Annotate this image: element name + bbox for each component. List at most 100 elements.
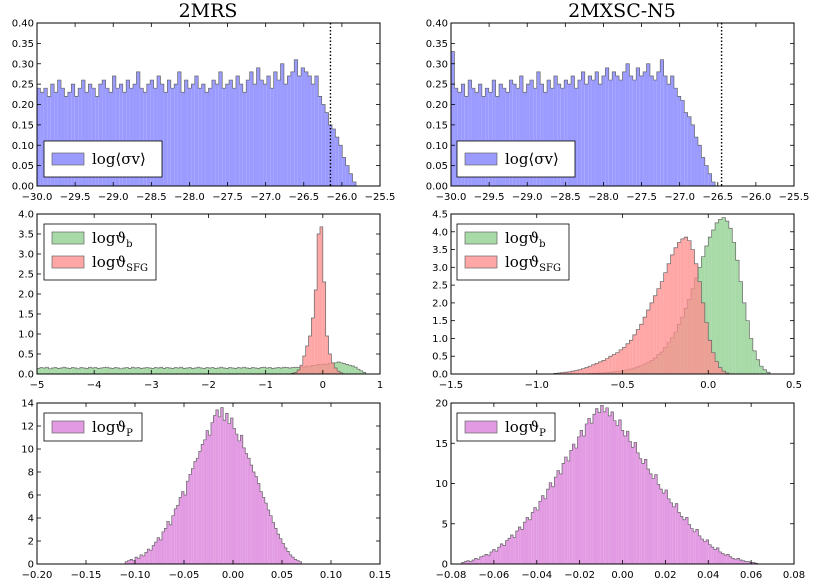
histogram-bar xyxy=(526,84,530,187)
legend-label: log⟨σv⟩ xyxy=(92,150,146,168)
y-tick-label: 0.20 xyxy=(12,100,34,111)
histogram-bar xyxy=(170,88,175,186)
histogram-bar xyxy=(345,364,349,374)
histogram-bar xyxy=(137,558,140,564)
histogram-bar xyxy=(71,84,75,187)
histogram-bar xyxy=(508,538,511,564)
histogram-bar xyxy=(191,84,195,187)
histogram-bar xyxy=(708,173,712,186)
histogram-bar xyxy=(704,246,709,374)
histogram-bar xyxy=(169,524,172,564)
histogram-bar xyxy=(348,365,352,374)
histogram-bar xyxy=(663,272,668,374)
histogram-bar xyxy=(354,367,358,374)
y-tick-label: 0.40 xyxy=(12,19,34,30)
histogram-bar xyxy=(584,367,589,374)
histogram-bar xyxy=(254,368,258,374)
histogram-bar xyxy=(588,75,592,186)
histogram-bar xyxy=(115,88,120,186)
histogram-bar xyxy=(328,354,332,374)
y-tick-label: 15 xyxy=(435,439,448,450)
histogram-bar xyxy=(625,343,630,374)
histogram-bar xyxy=(715,361,719,374)
histogram-bar xyxy=(752,350,757,374)
histogram-bar xyxy=(171,515,175,564)
histogram-bar xyxy=(499,84,503,187)
y-tick-label: 4.0 xyxy=(18,210,34,221)
histogram-bar xyxy=(339,372,343,374)
histogram-bar xyxy=(182,368,186,374)
x-tick-label: −27.5 xyxy=(626,192,657,203)
histogram-bar xyxy=(608,415,611,564)
histogram-bar xyxy=(337,371,340,374)
histogram-outline xyxy=(124,407,302,564)
histogram-bar xyxy=(526,517,529,564)
histogram-bar xyxy=(512,84,517,187)
histogram-bar xyxy=(464,561,467,564)
histogram-bar xyxy=(351,366,355,374)
histogram-bar xyxy=(137,367,140,374)
histogram-bar xyxy=(235,434,238,564)
histogram-bar xyxy=(752,562,755,564)
histogram-bar xyxy=(150,80,154,186)
histogram-bar xyxy=(670,254,674,374)
histogram-bar xyxy=(284,547,287,564)
histogram-bar xyxy=(564,80,568,186)
histogram-bar xyxy=(239,368,243,374)
x-tick-label: −28.0 xyxy=(588,192,619,203)
histogram-bar xyxy=(673,247,678,374)
histogram-bar xyxy=(302,356,306,374)
histogram-bar xyxy=(595,408,599,564)
histogram-bar xyxy=(285,367,289,374)
y-tick-label: 20 xyxy=(435,399,448,410)
histogram-bar xyxy=(242,367,246,374)
histogram-bar xyxy=(729,556,732,564)
histogram-bar xyxy=(528,519,532,564)
histogram-bar xyxy=(129,88,134,186)
histogram-bar xyxy=(131,367,135,374)
x-tick-label: −0.10 xyxy=(120,570,151,581)
histogram-bar xyxy=(715,222,719,374)
histogram-bar xyxy=(502,88,506,186)
histogram-bar xyxy=(461,562,465,564)
histogram-bar xyxy=(631,447,635,564)
histogram-bar xyxy=(167,80,171,186)
histogram-bar xyxy=(286,551,290,564)
x-tick-label: 0.08 xyxy=(783,570,805,581)
histogram-bar xyxy=(122,368,126,374)
histogram-bar xyxy=(259,491,263,564)
y-tick-label: 2.0 xyxy=(432,298,448,309)
histogram-bar xyxy=(157,75,161,186)
histogram-bar xyxy=(208,435,211,564)
x-tick-label: 0.05 xyxy=(271,570,293,581)
histogram-bar xyxy=(557,372,561,374)
histogram-bar xyxy=(267,509,270,564)
histogram-bar xyxy=(622,71,626,186)
histogram-bar xyxy=(54,367,58,374)
histogram-bar xyxy=(598,412,601,564)
histogram-bar xyxy=(629,75,633,186)
histogram-bar xyxy=(282,543,285,564)
histogram-bar xyxy=(127,560,131,564)
histogram-bar xyxy=(94,367,98,374)
legend-subscript: SFG xyxy=(539,263,561,274)
legend-swatch xyxy=(51,231,85,245)
x-tick-label: 0.5 xyxy=(786,380,802,391)
y-tick-label: 2.5 xyxy=(432,281,448,292)
histogram-bar xyxy=(708,340,712,374)
histogram-bar xyxy=(135,557,138,564)
histogram-bar xyxy=(174,84,178,187)
histogram-bar xyxy=(675,503,678,565)
histogram-bar xyxy=(725,221,729,374)
histogram-bar xyxy=(304,71,308,186)
histogram-bar xyxy=(159,367,163,374)
histogram-bar xyxy=(274,528,278,564)
histogram-bar xyxy=(102,367,106,374)
histogram-bar xyxy=(50,84,55,187)
histogram-bar xyxy=(700,539,704,564)
histogram-bar xyxy=(153,88,158,186)
histogram-bar xyxy=(277,367,280,374)
histogram-bar xyxy=(314,75,319,186)
histogram-bar xyxy=(660,281,664,374)
